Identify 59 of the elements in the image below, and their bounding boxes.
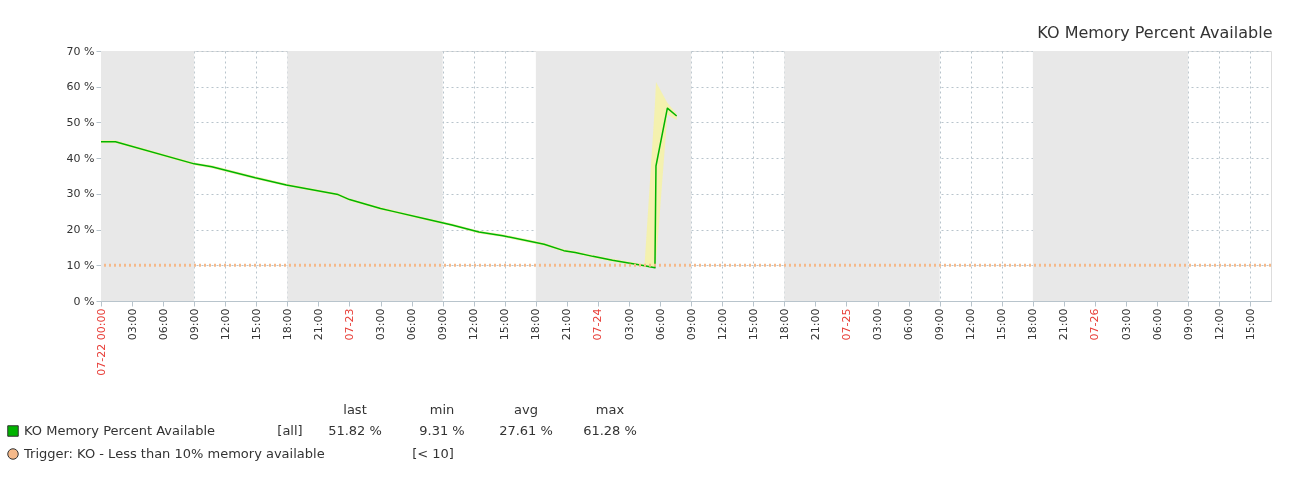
text: 51.82 % [328,423,382,438]
x-tick-label: 09:00 [684,308,698,341]
x-tick-label: 21:00 [1057,308,1071,341]
x-tick-label: 07-26 [1088,308,1102,341]
x-tick-label: 06:00 [653,308,667,341]
x-tick-label: 03:00 [125,308,139,341]
legend-label: KO Memory Percent Available [24,423,216,438]
x-tick-label: 12:00 [1212,308,1226,341]
text: [< 10] [412,446,454,461]
x-tick-label: 07-24 [591,308,605,341]
text: avg [514,402,538,417]
text: max [595,402,625,417]
text: 27.61 % [499,423,553,438]
y-tick-label: 50 % [66,115,95,129]
x-tick-label: 06:00 [902,308,916,341]
text: 9.31 % [419,423,465,438]
x-tick-label: 21:00 [560,308,574,341]
x-tick-label: 09:00 [187,308,201,341]
x-tick-label: 03:00 [622,308,636,341]
x-tick-label: 15:00 [498,308,512,341]
x-tick-label: 15:00 [746,308,760,341]
x-tick-label: 06:00 [1150,308,1164,341]
y-tick-label: 70 % [66,44,95,58]
x-tick-label: 07-22 00:00 [94,308,108,376]
x-tick-label: 03:00 [871,308,885,341]
x-tick-label: 18:00 [777,308,791,341]
x-tick-label: 15:00 [995,308,1009,341]
x-tick-label: 18:00 [1026,308,1040,341]
text: last [343,402,367,417]
x-tick-label: 21:00 [808,308,822,341]
y-tick-label: 20 % [66,223,95,237]
text: min [429,402,455,417]
x-tick-label: 18:00 [280,308,294,341]
x-tick-label: 03:00 [1119,308,1133,341]
y-tick-label: 60 % [66,80,95,94]
y-tick-label: 40 % [66,151,95,165]
x-tick-label: 12:00 [964,308,978,341]
x-tick-label: 09:00 [1181,308,1195,341]
x-tick-label: 07-25 [839,308,853,341]
chart-title: KO Memory Percent Available [1037,23,1273,42]
x-tick-label: 03:00 [374,308,388,341]
x-tick-label: 06:00 [156,308,170,341]
x-tick-label: 15:00 [1243,308,1257,341]
x-tick-label: 12:00 [218,308,232,341]
y-tick-label: 30 % [66,187,95,201]
x-tick-label: 12:00 [715,308,729,341]
y-tick-label: 0 % [73,294,95,308]
x-tick-label: 09:00 [933,308,947,341]
x-tick-label: 12:00 [467,308,481,341]
x-tick-label: 15:00 [249,308,263,341]
y-tick-label: 10 % [66,258,95,272]
text: [all] [277,423,303,438]
x-tick-label: 06:00 [405,308,419,341]
text: 61.28 % [583,423,637,438]
legend-label: Trigger: KO - Less than 10% memory available [23,446,325,461]
x-tick-label: 18:00 [529,308,543,341]
x-tick-label: 09:00 [436,308,450,341]
x-tick-label: 07-23 [343,308,356,341]
x-tick-label: 21:00 [311,308,325,341]
